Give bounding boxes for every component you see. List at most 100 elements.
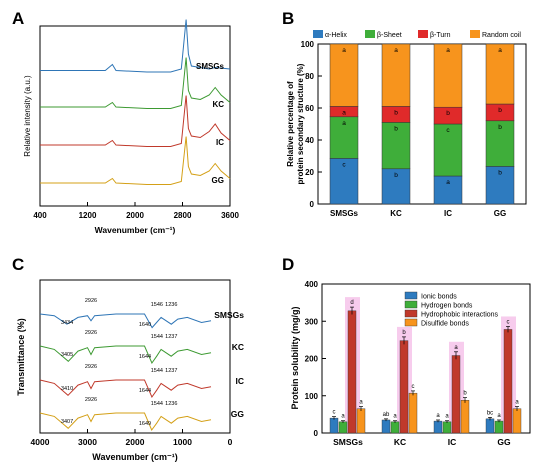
panel-c-peak-label: 3407 (61, 419, 73, 425)
panel-c-peak-label: 2926 (85, 330, 97, 336)
panel-c-series-line (39, 412, 212, 432)
panel-b-significance-letter: a (342, 109, 346, 116)
panel-d-category-label: SMSGs (333, 437, 363, 447)
panel-c-series-line (39, 313, 212, 329)
panel-b-ytick-label: 40 (305, 136, 314, 145)
panel-d-significance-letter: a (359, 400, 363, 406)
panel-a-ftir-chart: Relative intensity (a.u.) Wavenumber (cm… (23, 19, 239, 235)
panel-d-legend-swatch (404, 309, 418, 318)
panel-c-peak-label: 2926 (85, 364, 97, 370)
panel-d-significance-letter: a (445, 414, 449, 420)
panel-c-xlabel: Wavenumber (cm⁻¹) (92, 452, 177, 462)
panel-d-bar (390, 421, 400, 434)
panel-a-series-line (40, 136, 231, 185)
panel-d-category-label: KC (394, 437, 406, 447)
panel-b-significance-letter: b (498, 107, 502, 114)
panel-b-legend-label: Random coil (482, 32, 521, 39)
panel-b-significance-letter: b (394, 125, 398, 132)
panel-label-d: D (282, 255, 294, 274)
panel-d-legend-swatch (404, 291, 418, 300)
panel-b-bar-segment (485, 166, 515, 205)
panel-c-xtick-label: 2000 (126, 437, 145, 447)
panel-b-significance-letter: a (342, 47, 346, 54)
panel-c-xtick-label: 4000 (31, 437, 50, 447)
panel-b-legend-label: α-Helix (325, 32, 347, 39)
panel-d-significance-letter: ab (383, 412, 390, 418)
panel-d-bar (347, 310, 357, 434)
panel-d-bar (329, 417, 339, 434)
panel-a-xlabel: Wavenumber (cm⁻¹) (95, 225, 176, 235)
panel-d-legend-label: Hydrophobic interactions (421, 312, 499, 319)
panel-c-peak-label: 2926 (85, 397, 97, 403)
panel-a-series-label: SMSGs (196, 62, 225, 71)
panel-c-series-line (39, 345, 212, 365)
panel-b-category-label: GG (494, 209, 506, 218)
panel-b-significance-letter: a (498, 47, 502, 54)
panel-b-significance-letter: a (394, 47, 398, 54)
panel-d-ytick-label: 400 (305, 280, 319, 289)
panel-d-bar (460, 400, 470, 434)
panel-c-peak-label: 1644 (139, 354, 151, 360)
panel-d-significance-letter: d (350, 300, 353, 306)
panel-d-ylabel: Protein solubility (mg/g) (290, 306, 300, 409)
panel-d-bar (442, 421, 452, 434)
panel-c-peak-label: 1544 (151, 401, 163, 407)
panel-c-peak-label: 1544 (151, 368, 163, 374)
panel-d-significance-letter: a (454, 345, 458, 351)
panel-b-ytick-label: 0 (310, 200, 315, 209)
panel-b-ylabel-line1: Relative percentage of (286, 81, 295, 167)
panel-b-bar-segment (433, 123, 463, 177)
panel-d-significance-letter: c (507, 319, 510, 325)
panel-d-significance-letter: a (436, 413, 440, 419)
panel-c-xtick-label: 3000 (78, 437, 97, 447)
panel-label-a: A (12, 9, 24, 28)
panel-d-significance-letter: a (341, 414, 345, 420)
panel-d-category-label: IC (448, 437, 457, 447)
panel-d-bar (485, 418, 495, 434)
panel-d-bar (408, 392, 418, 434)
panel-b-significance-letter: b (394, 109, 398, 116)
panel-b-significance-letter: a (446, 47, 450, 54)
panel-d-ytick-label: 200 (305, 355, 319, 364)
panel-d-bar (503, 329, 513, 434)
panel-d-bar (433, 420, 443, 434)
panel-label-b: B (282, 9, 294, 28)
panel-d-bar (494, 420, 504, 434)
panel-b-significance-letter: c (446, 127, 450, 134)
panel-a-frame (39, 25, 231, 207)
panel-d-significance-letter: bc (487, 410, 493, 416)
panel-a-series-line (40, 57, 231, 109)
panel-b-secondary-structure-chart: Relative percentage of protein secondary… (286, 30, 527, 218)
panel-a-series-line (40, 95, 231, 147)
panel-a-ylabel: Relative intensity (a.u.) (23, 75, 32, 157)
panel-d-significance-letter: c (412, 384, 415, 390)
panel-d-legend-swatch (404, 300, 418, 309)
panel-b-significance-letter: b (394, 172, 398, 179)
panel-c-peak-label: 3434 (61, 320, 73, 326)
panel-b-legend-swatch (365, 30, 375, 38)
panel-c-series-label: KC (232, 342, 244, 352)
panel-c-xtick-label: 1000 (173, 437, 192, 447)
panel-d-significance-letter: a (515, 400, 519, 406)
panel-c-ftir-chart: Transmittance (%) Wavenumber (cm⁻¹) 4000… (16, 279, 244, 462)
panel-d-legend-label: Ionic bonds (421, 294, 457, 301)
panel-label-c: C (12, 255, 24, 274)
panel-b-legend-label: β-Sheet (377, 32, 402, 39)
panel-b-legend-label: β-Turn (430, 32, 451, 39)
panel-c-peak-label: 1237 (165, 334, 177, 340)
panel-a-xtick-label: 1200 (79, 211, 97, 220)
panel-d-significance-letter: a (497, 413, 501, 419)
panel-d-legend-label: Hydrogen bonds (421, 303, 473, 310)
panel-a-xtick-label: 3600 (221, 211, 239, 220)
panel-b-bar-segment (329, 158, 359, 205)
panel-d-bar (399, 340, 409, 434)
panel-a-series-line (40, 19, 231, 73)
panel-b-bar-segment (381, 122, 411, 170)
panel-b-significance-letter: c (342, 161, 346, 168)
panel-c-xtick-label: 0 (228, 437, 233, 447)
panel-d-significance-letter: a (393, 414, 397, 420)
panel-c-series-line (39, 379, 212, 399)
panel-b-category-label: SMSGs (330, 209, 359, 218)
panel-d-bar (451, 355, 461, 434)
panel-b-category-label: KC (390, 209, 402, 218)
